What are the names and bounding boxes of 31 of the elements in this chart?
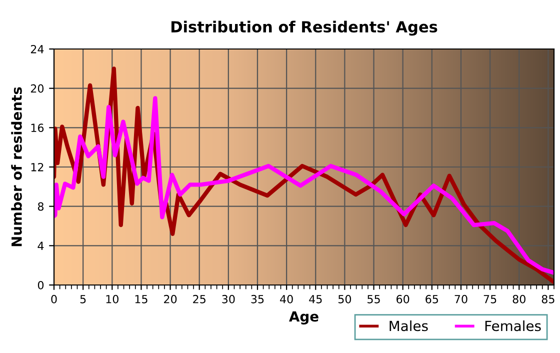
y-tick-label: 24 xyxy=(30,44,44,54)
x-tick-label: 55 xyxy=(368,295,380,304)
x-tick-label: 65 xyxy=(426,294,438,304)
x-tick-label: 0 xyxy=(51,294,57,304)
x-tick-label: 35 xyxy=(251,294,264,304)
x-tick-label: 60 xyxy=(396,294,410,304)
y-tick-label: 8 xyxy=(38,202,44,211)
x-tick-label: 80 xyxy=(512,294,526,304)
line-series xyxy=(54,96,554,275)
x-tick-label: 50 xyxy=(338,294,352,304)
y-tick-label: 20 xyxy=(30,84,44,93)
y-tick-label: 4 xyxy=(38,242,44,250)
y-tick-label: 16 xyxy=(31,124,44,132)
legend-label: Females xyxy=(485,320,541,332)
x-tick-label: 70 xyxy=(454,294,468,304)
x-tick-label: 5 xyxy=(80,295,86,304)
x-tick-label: 25 xyxy=(193,294,206,304)
chart-title: Distribution of Residents' Ages xyxy=(171,20,438,36)
x-tick-label: 15 xyxy=(135,295,148,304)
x-tick-label: 75 xyxy=(484,295,496,304)
x-tick-label: 10 xyxy=(106,294,118,304)
x-tick-label: 20 xyxy=(164,294,177,304)
x-tick-label: 40 xyxy=(280,294,293,304)
y-axis-title: Number of residents xyxy=(11,87,22,246)
legend-label: Males xyxy=(390,320,428,332)
x-tick-label: 30 xyxy=(222,294,235,304)
x-axis-title: Age xyxy=(289,311,318,324)
y-tick-label: 0 xyxy=(38,280,44,290)
y-tick-label: 12 xyxy=(31,162,44,172)
x-tick-label: 85 xyxy=(542,294,554,304)
x-tick-label: 45 xyxy=(309,295,322,304)
